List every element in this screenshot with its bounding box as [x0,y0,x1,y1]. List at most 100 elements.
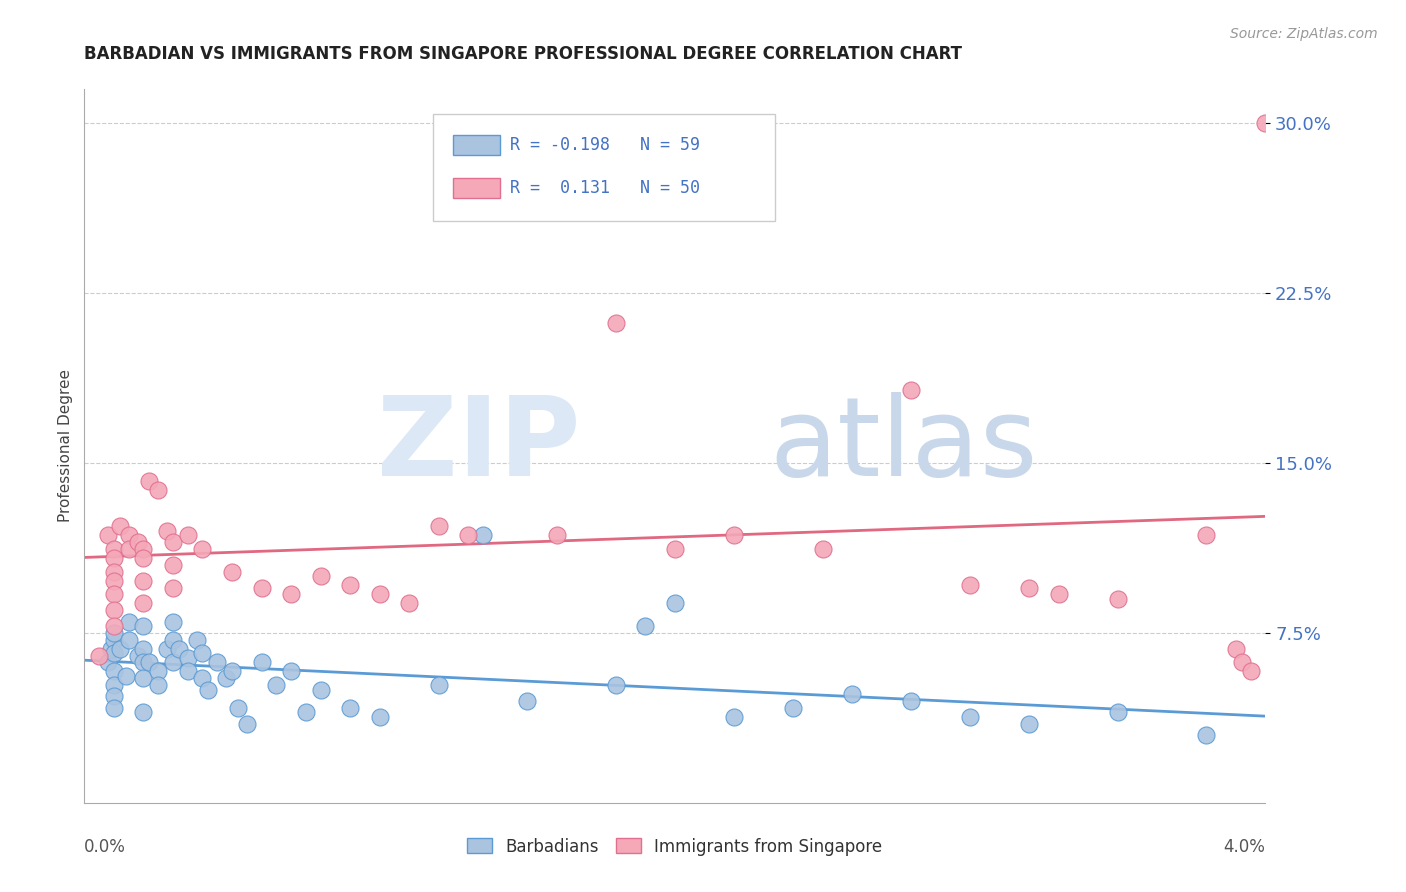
Point [148,678,170,692]
Point [235,716,259,731]
Point [226,700,249,714]
Point [280,665,302,679]
Point [186,632,208,647]
Point [207,656,229,670]
Point [427,678,450,692]
Text: ZIP: ZIP [377,392,581,500]
Point [197,682,219,697]
Point [1047,587,1070,601]
Point [250,656,273,670]
Point [177,665,200,679]
Point [191,671,214,685]
Point [221,565,243,579]
Point [250,581,273,595]
Point [108,519,131,533]
Point [782,700,804,714]
Point [97,656,120,670]
Text: BARBADIAN VS IMMIGRANTS FROM SINGAPORE PROFESSIONAL DEGREE CORRELATION CHART: BARBADIAN VS IMMIGRANTS FROM SINGAPORE P… [84,45,962,62]
Point [900,384,922,398]
Point [103,587,125,601]
Point [723,709,745,723]
Point [108,641,131,656]
Point [103,619,125,633]
Point [811,542,834,557]
Point [1018,716,1040,731]
Point [191,646,214,660]
Point [398,597,420,611]
Point [457,528,479,542]
Point [634,619,657,633]
Point [177,650,200,665]
Point [132,641,155,656]
Point [162,632,184,647]
Point [132,551,155,566]
Point [1230,656,1253,670]
Point [103,678,125,692]
Point [191,542,214,557]
Text: atlas: atlas [769,392,1038,500]
Point [841,687,863,701]
Point [114,669,136,683]
Point [605,316,627,330]
Point [103,565,125,579]
Point [87,648,111,663]
Point [309,682,332,697]
Point [215,671,238,685]
Point [280,587,302,601]
Point [103,690,125,704]
Text: Source: ZipAtlas.com: Source: ZipAtlas.com [1230,27,1378,41]
Point [264,678,288,692]
FancyBboxPatch shape [453,135,501,155]
Point [162,535,184,549]
Point [516,179,538,194]
Point [427,519,450,533]
Y-axis label: Professional Degree: Professional Degree [58,369,73,523]
Point [368,587,391,601]
Point [127,535,149,549]
Point [103,700,125,714]
Point [1107,705,1129,719]
Point [1225,641,1247,656]
Point [118,528,141,542]
Point [127,648,149,663]
Point [97,528,120,542]
Point [664,597,686,611]
Point [148,483,170,498]
Point [167,641,190,656]
Point [339,578,361,592]
Point [103,632,125,647]
Point [900,694,922,708]
Point [100,641,122,656]
Point [959,709,981,723]
Legend: Barbadians, Immigrants from Singapore: Barbadians, Immigrants from Singapore [461,831,889,863]
Point [103,603,125,617]
Point [132,656,155,670]
Point [103,626,125,640]
Point [309,569,332,583]
Point [118,632,141,647]
Text: 4.0%: 4.0% [1223,838,1265,856]
FancyBboxPatch shape [453,178,501,198]
Point [1107,591,1129,606]
FancyBboxPatch shape [433,114,775,221]
Point [1018,581,1040,595]
Point [162,656,184,670]
Point [156,641,179,656]
Point [723,528,745,542]
Point [103,542,125,557]
Point [138,474,160,488]
Point [132,619,155,633]
Point [156,524,179,538]
Point [103,574,125,588]
Point [103,646,125,660]
Point [132,542,155,557]
Text: R = -0.198   N = 59: R = -0.198 N = 59 [509,136,700,153]
Point [1195,728,1218,742]
Point [664,542,686,557]
Point [132,705,155,719]
Point [1240,665,1263,679]
Point [339,700,361,714]
Point [132,597,155,611]
Point [1254,116,1277,130]
Text: R =  0.131   N = 50: R = 0.131 N = 50 [509,178,700,196]
